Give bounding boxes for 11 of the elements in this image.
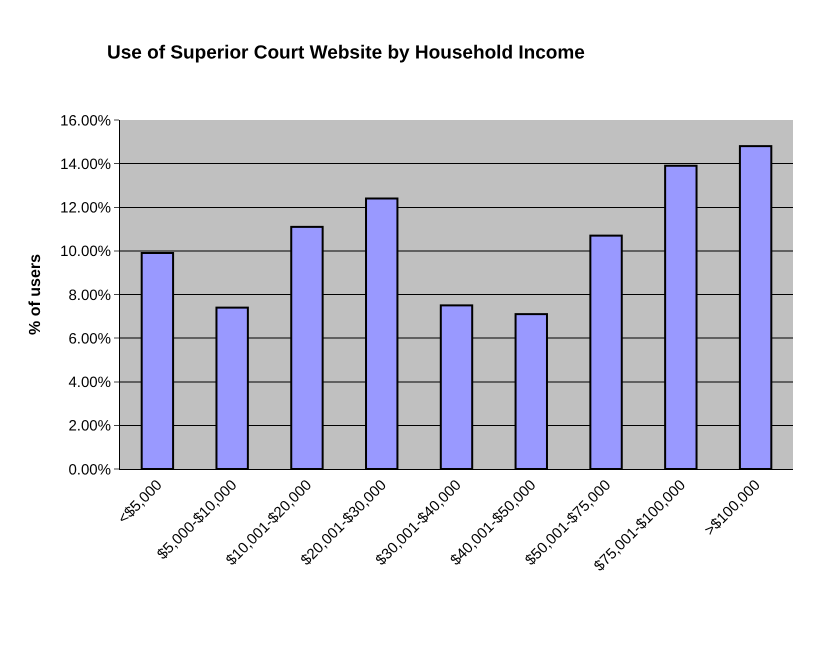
y-tick-label: 2.00% <box>68 418 111 435</box>
y-axis-title: % of users <box>27 254 44 335</box>
y-tick-label: 12.00% <box>60 200 111 216</box>
y-tick-label: 6.00% <box>68 330 111 348</box>
y-tick-label: 16.00% <box>60 112 111 130</box>
y-tick-label: 4.00% <box>68 374 111 391</box>
y-tick-label: 10.00% <box>60 243 111 260</box>
chart-title: Use of Superior Court Website by Household Income <box>106 42 585 64</box>
y-tick-label: 0.00% <box>68 461 111 478</box>
y-tick-label: 8.00% <box>68 286 111 304</box>
y-tick-label: 14.00% <box>60 156 111 173</box>
